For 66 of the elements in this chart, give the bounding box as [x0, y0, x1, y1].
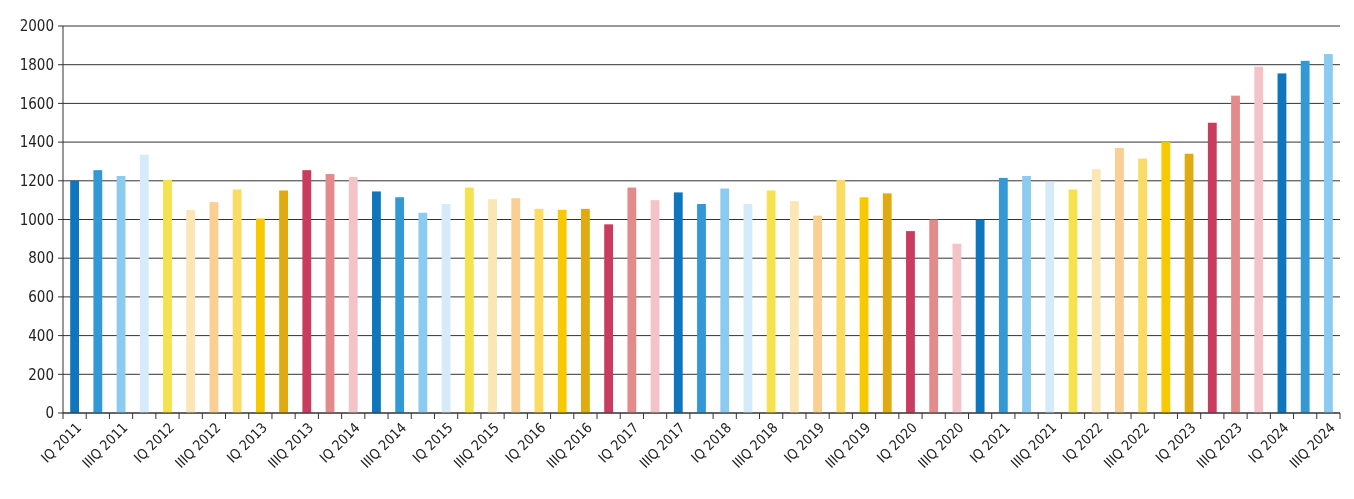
bar [1231, 95, 1240, 413]
bar [1277, 73, 1287, 413]
bar [743, 204, 753, 413]
y-tick-label: 1000 [19, 210, 54, 229]
bar [511, 198, 521, 413]
bar [929, 219, 939, 413]
bar [1254, 66, 1264, 413]
bar [998, 177, 1008, 413]
y-tick-label: 2000 [19, 17, 54, 36]
bar [209, 202, 219, 413]
bar [766, 190, 776, 413]
y-tick-label: 1200 [19, 172, 54, 191]
bar [116, 175, 126, 413]
y-tick-label: 1400 [19, 133, 54, 152]
bar [418, 212, 428, 413]
bar [650, 200, 660, 413]
bar [1115, 147, 1124, 413]
bar [464, 187, 474, 413]
bar [1184, 153, 1194, 413]
y-tick-label: 200 [28, 365, 54, 384]
bar [255, 218, 265, 413]
bar [395, 197, 405, 413]
bar [882, 193, 892, 413]
y-tick-label: 600 [28, 288, 54, 307]
bar [1138, 158, 1148, 413]
bar [302, 170, 312, 413]
bar [348, 176, 358, 413]
y-tick-label: 0 [45, 404, 54, 423]
bar [1068, 189, 1078, 413]
bar [813, 215, 822, 413]
bar [557, 209, 567, 413]
y-tick-label: 1800 [19, 55, 54, 74]
bar [1161, 142, 1171, 413]
bar [70, 180, 80, 413]
bar [952, 243, 962, 413]
bar [906, 231, 915, 413]
bar [789, 201, 799, 413]
bar [836, 179, 846, 413]
bar [163, 179, 172, 413]
bar [1091, 169, 1101, 413]
bar [441, 204, 451, 413]
bar [1323, 54, 1333, 413]
bar [93, 170, 103, 413]
bar [1300, 60, 1310, 413]
bar [1022, 175, 1031, 413]
bar [372, 191, 381, 413]
bar [975, 219, 985, 413]
bar [697, 204, 706, 413]
bar [186, 209, 196, 413]
bar [534, 208, 544, 413]
bar [604, 224, 614, 413]
bar [673, 192, 683, 413]
bar [859, 197, 869, 413]
y-tick-label: 1600 [19, 94, 54, 113]
bar [720, 188, 730, 413]
bar [581, 208, 590, 413]
bar [1207, 122, 1217, 413]
bar [627, 187, 637, 413]
bar [279, 190, 288, 413]
bar [1045, 181, 1055, 413]
y-tick-label: 800 [28, 249, 54, 268]
bar [325, 174, 335, 413]
bar [139, 154, 149, 413]
y-tick-label: 400 [28, 326, 54, 345]
bar [488, 199, 497, 413]
bar [232, 189, 242, 413]
